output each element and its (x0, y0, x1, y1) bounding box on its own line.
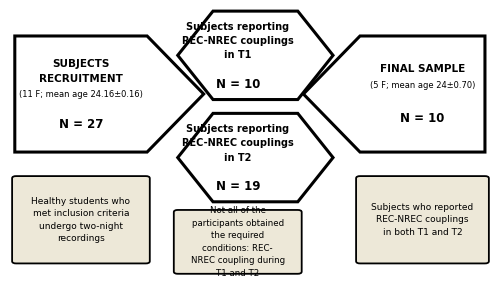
Polygon shape (178, 113, 333, 202)
Text: Not all of the
participants obtained
the required
conditions: REC-
NREC coupling: Not all of the participants obtained the… (190, 206, 285, 277)
Text: N = 27: N = 27 (59, 118, 103, 131)
Text: (11 F; mean age 24.16±0.16): (11 F; mean age 24.16±0.16) (19, 89, 143, 98)
Text: Healthy students who
met inclusion criteria
undergo two-night
recordings: Healthy students who met inclusion crite… (32, 197, 130, 243)
Polygon shape (178, 11, 333, 100)
FancyBboxPatch shape (12, 176, 150, 263)
Text: Subjects who reported
REC-NREC couplings
in both T1 and T2: Subjects who reported REC-NREC couplings… (372, 203, 474, 237)
Text: FINAL SAMPLE: FINAL SAMPLE (380, 64, 465, 74)
FancyBboxPatch shape (174, 210, 302, 274)
Polygon shape (15, 36, 204, 152)
Text: RECRUITMENT: RECRUITMENT (39, 74, 123, 84)
Text: REC-NREC couplings: REC-NREC couplings (182, 138, 294, 148)
Text: in T2: in T2 (224, 153, 252, 163)
Text: SUBJECTS: SUBJECTS (52, 59, 110, 69)
Text: Subjects reporting: Subjects reporting (186, 124, 290, 134)
Text: Subjects reporting: Subjects reporting (186, 22, 290, 32)
Polygon shape (304, 36, 485, 152)
Text: N = 19: N = 19 (216, 180, 260, 193)
Text: in T1: in T1 (224, 50, 252, 60)
Text: (5 F; mean age 24±0.70): (5 F; mean age 24±0.70) (370, 81, 475, 90)
Text: N = 10: N = 10 (400, 113, 444, 125)
Text: N = 10: N = 10 (216, 78, 260, 91)
FancyBboxPatch shape (356, 176, 489, 263)
Text: REC-NREC couplings: REC-NREC couplings (182, 36, 294, 46)
